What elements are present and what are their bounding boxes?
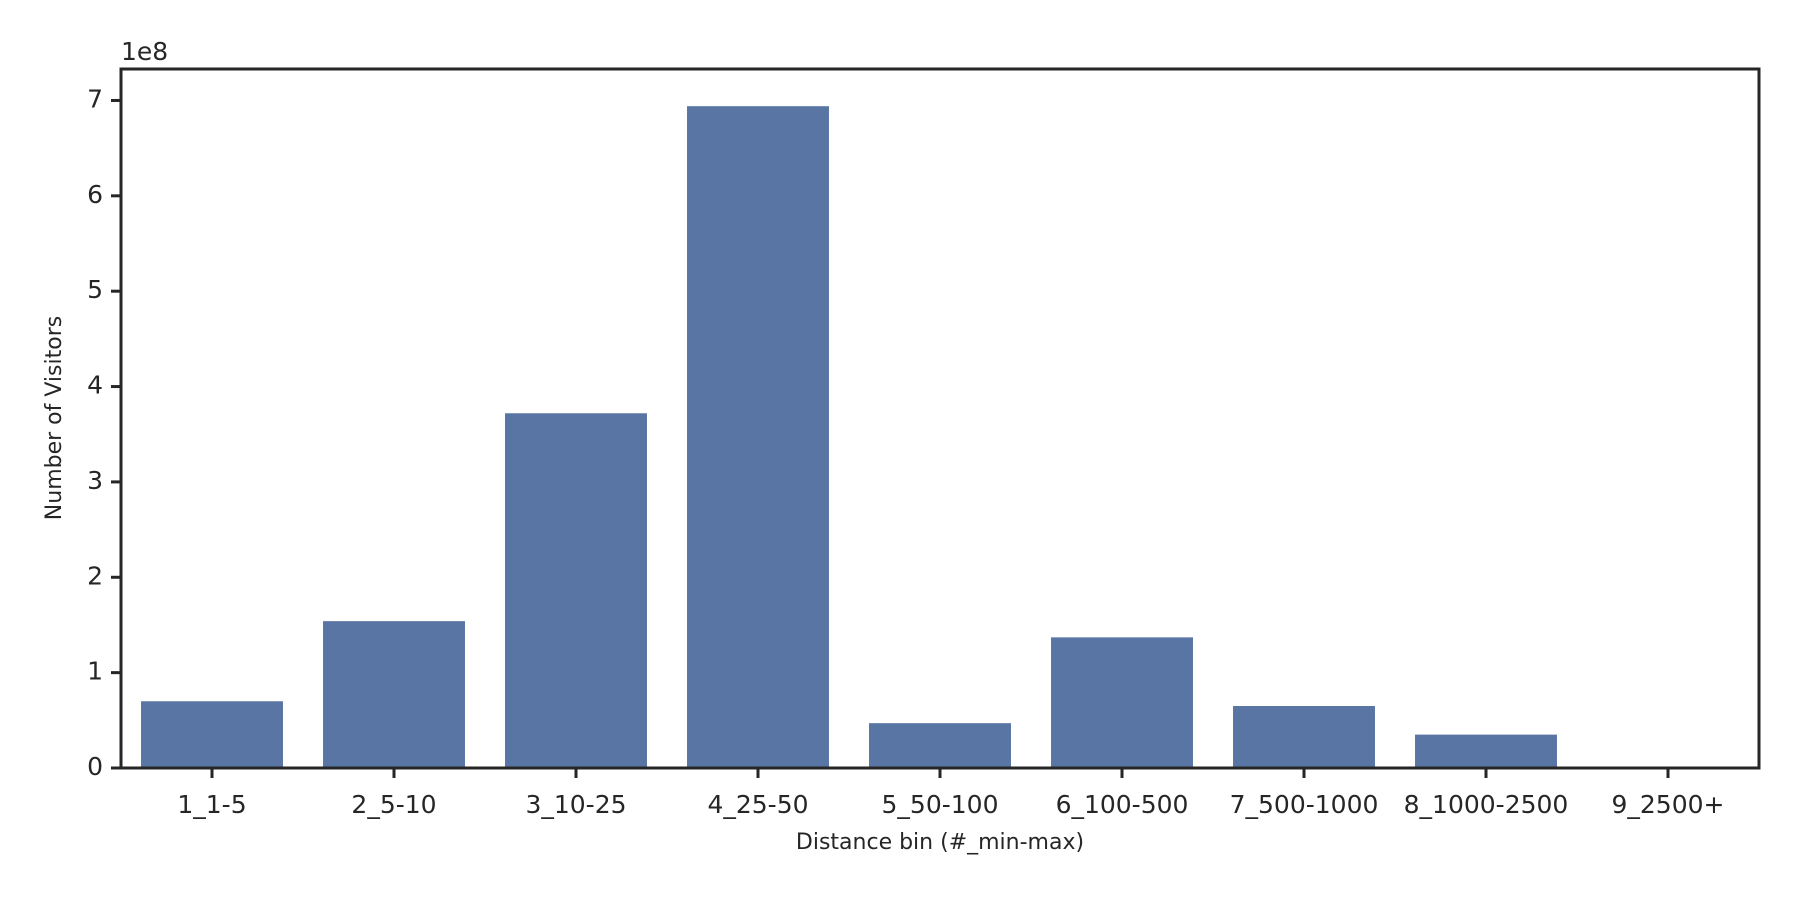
y-tick-label: 4 (87, 371, 103, 400)
y-tick-label: 6 (87, 180, 103, 209)
bar (869, 723, 1011, 768)
bar (505, 413, 647, 768)
y-offset-label: 1e8 (121, 37, 168, 66)
y-tick-label: 2 (87, 561, 103, 590)
x-tick-label: 1_1-5 (177, 790, 246, 819)
bar (687, 106, 829, 769)
y-tick-label: 5 (87, 275, 103, 304)
bar (1051, 637, 1193, 768)
x-tick-label: 2_5-10 (351, 790, 436, 819)
y-tick-label: 3 (87, 466, 103, 495)
y-tick-label: 1 (87, 657, 103, 686)
x-tick-label: 4_25-50 (707, 790, 808, 819)
bar (323, 621, 465, 768)
x-tick-label: 5_50-100 (882, 790, 999, 819)
x-tick-label: 6_100-500 (1056, 790, 1189, 819)
y-tick-label: 0 (87, 752, 103, 781)
x-tick-label: 9_2500+ (1612, 790, 1725, 819)
x-axis-label: Distance bin (#_min-max) (796, 830, 1084, 855)
bar (1415, 734, 1557, 768)
x-tick-label: 3_10-25 (525, 790, 626, 819)
bar (141, 701, 283, 768)
y-axis-label: Number of Visitors (42, 316, 67, 520)
x-tick-label: 7_500-1000 (1230, 790, 1379, 819)
plot-frame (119, 67, 1761, 770)
bar (1233, 706, 1375, 768)
x-tick-label: 8_1000-2500 (1404, 790, 1569, 819)
y-tick-label: 7 (87, 84, 103, 113)
